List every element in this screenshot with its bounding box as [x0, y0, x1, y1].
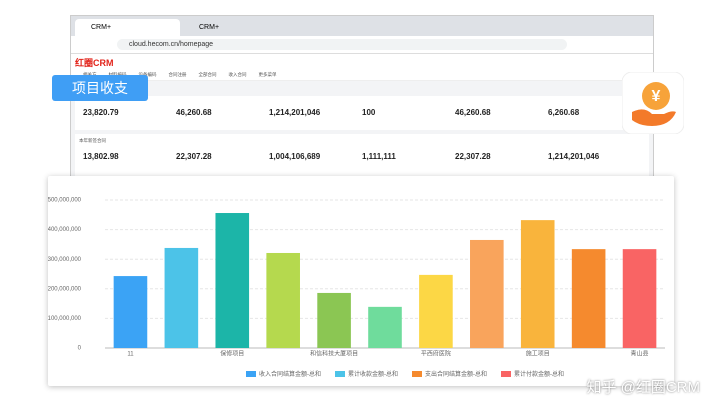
y-tick-label: 500,000,000	[48, 198, 82, 204]
nav-item[interactable]: 合同注册	[168, 72, 187, 77]
legend-swatch	[412, 371, 422, 377]
section-title: 本年新签合同	[79, 138, 106, 143]
chart: 0 100,000,000 200,000,000 300,000,000 400,00…	[48, 198, 665, 378]
x-tick-label: 和信科技大厦项目	[310, 350, 358, 358]
y-tick-label: 300,000,000	[48, 257, 82, 263]
bar	[520, 220, 555, 348]
watermark: 知乎 @红圈CRM	[586, 379, 700, 396]
nav-item[interactable]: 相关方	[83, 70, 97, 80]
stat-value: 46,260.68	[176, 108, 212, 117]
bar	[368, 306, 402, 348]
legend-swatch	[246, 371, 256, 377]
y-tick-label: 400,000,000	[48, 227, 82, 233]
money-icon: ¥	[622, 72, 684, 134]
tab[interactable]: CRM+	[199, 24, 220, 31]
stat-value: 1,111,111	[362, 152, 396, 161]
bar	[164, 247, 199, 348]
stats-card: 23,820.79 46,260.68 1,214,201,046 100 46,260…	[75, 96, 649, 130]
bar	[317, 292, 351, 348]
legend-label: 支出合同结算金额-总和	[425, 370, 487, 378]
stat-value: 46,260.68	[455, 108, 491, 117]
stat-value: 13,802.98	[83, 152, 119, 161]
bar	[419, 274, 453, 348]
legend-swatch	[501, 371, 511, 377]
stat-value: 22,307.28	[455, 152, 491, 161]
x-tick-label: 保修项目	[220, 350, 244, 358]
nav-bar: 相关方 材料编码 设备编码 合同注册 全部合同 收入合同 更多菜单	[71, 70, 653, 81]
legend-label: 累计付款金额-总和	[514, 370, 564, 378]
y-tick-label: 200,000,000	[48, 286, 82, 292]
app-header: 红圈CRM	[71, 54, 653, 70]
stat-value: 22,307.28	[176, 152, 212, 161]
legend-swatch	[335, 371, 345, 377]
bar	[571, 249, 606, 348]
stat-value: 1,004,106,689	[269, 152, 321, 161]
stat-value: 23,820.79	[83, 108, 119, 117]
address-bar: cloud.hecom.cn/homepage	[71, 36, 653, 54]
x-tick-label: 11	[127, 352, 134, 358]
stat-value: 6,260.68	[548, 108, 580, 117]
y-tick-label: 0	[78, 346, 82, 352]
badge: 项目收支	[52, 75, 148, 101]
bar	[622, 249, 657, 348]
x-tick-label: 青山县	[631, 350, 649, 358]
legend-label: 累计收款金额-总和	[348, 370, 398, 378]
bar	[215, 213, 250, 348]
bar	[470, 239, 504, 348]
chart-card: 0 100,000,000 200,000,000 300,000,000 400,00…	[48, 176, 674, 386]
nav-item[interactable]: 全部合同	[198, 72, 217, 77]
nav-item[interactable]: 收入合同	[228, 72, 247, 77]
stat-value: 1,214,201,046	[548, 152, 600, 161]
bar	[266, 252, 300, 348]
y-tick-label: 100,000,000	[48, 316, 82, 322]
nav-item[interactable]: 设备编码	[138, 72, 157, 77]
nav-item[interactable]: 材料编码	[109, 70, 127, 80]
tab-bar: CRM+ CRM+	[71, 16, 653, 36]
logo[interactable]: 红圈CRM	[75, 58, 114, 68]
browser-window: CRM+ CRM+ cloud.hecom.cn/homepage 红圈CRM …	[70, 15, 654, 177]
stat-value: 100	[362, 108, 376, 117]
legend-label: 收入合同结算金额-总和	[259, 370, 321, 378]
bar	[113, 276, 148, 348]
tab[interactable]: CRM+	[75, 19, 180, 36]
svg-text:¥: ¥	[652, 88, 661, 105]
x-tick-label: 施工项目	[526, 350, 550, 358]
stat-value: 1,214,201,046	[269, 108, 321, 117]
x-tick-label: 平西府医院	[421, 350, 451, 358]
url-field[interactable]: cloud.hecom.cn/homepage	[117, 39, 567, 50]
stats-card: 本年新签合同 13,802.98 22,307.28 1,004,106,689 1,…	[75, 134, 649, 176]
nav-item[interactable]: 更多菜单	[258, 72, 277, 77]
